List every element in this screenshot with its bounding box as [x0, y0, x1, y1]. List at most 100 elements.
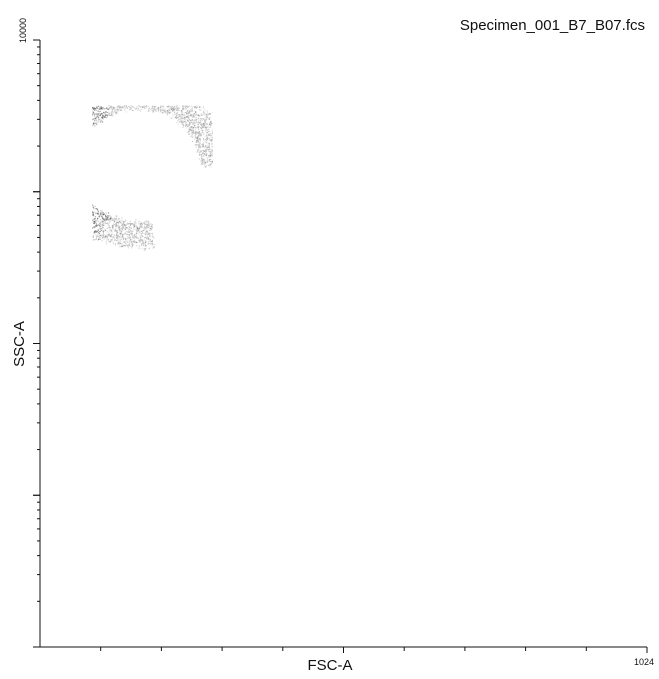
data-point — [117, 110, 119, 112]
data-point — [195, 133, 197, 135]
data-point — [114, 230, 116, 232]
data-point — [104, 112, 106, 114]
data-point — [193, 121, 196, 124]
data-point — [110, 114, 112, 117]
data-point — [210, 153, 212, 156]
data-point — [101, 220, 103, 222]
data-point — [124, 229, 126, 231]
data-point — [133, 234, 135, 236]
data-point — [192, 129, 194, 131]
data-point — [202, 145, 205, 147]
data-point — [134, 239, 136, 241]
data-point — [189, 130, 191, 133]
data-point — [194, 111, 196, 113]
data-point — [104, 219, 106, 221]
data-point — [200, 146, 202, 149]
data-point — [202, 144, 205, 146]
data-point — [94, 218, 96, 220]
data-point — [211, 131, 213, 133]
data-point — [120, 232, 122, 234]
data-point — [95, 122, 97, 124]
data-point — [109, 105, 112, 108]
data-point — [100, 235, 102, 237]
data-point — [147, 238, 149, 240]
data-point — [187, 132, 189, 134]
data-point — [134, 223, 136, 225]
data-point — [99, 211, 102, 214]
data-point — [99, 215, 101, 217]
data-point — [201, 143, 203, 145]
data-point — [142, 229, 144, 231]
data-point — [171, 109, 174, 112]
data-point — [97, 229, 99, 231]
data-point — [96, 123, 98, 126]
data-point — [119, 242, 121, 245]
data-point — [114, 109, 116, 111]
data-point — [178, 114, 180, 116]
data-point — [198, 145, 201, 147]
data-point — [180, 114, 182, 116]
data-point — [203, 123, 205, 125]
data-point — [109, 106, 111, 108]
data-point — [102, 115, 104, 117]
data-point — [144, 243, 146, 245]
data-point — [143, 229, 145, 231]
data-point — [210, 117, 212, 119]
data-point — [122, 235, 124, 237]
data-point — [197, 129, 200, 131]
data-point — [154, 106, 156, 108]
data-point — [110, 113, 113, 116]
data-point — [126, 107, 128, 109]
data-point — [194, 135, 196, 137]
data-point — [130, 227, 133, 229]
data-point — [118, 228, 120, 231]
data-point — [181, 121, 183, 123]
data-point — [121, 226, 123, 229]
data-point — [192, 123, 194, 125]
data-point — [151, 240, 153, 242]
data-point — [166, 114, 168, 116]
data-point — [132, 224, 134, 226]
data-point — [205, 145, 207, 147]
data-point — [132, 237, 134, 239]
data-point — [144, 107, 146, 109]
data-point — [140, 239, 142, 241]
data-point — [197, 114, 200, 116]
data-point — [116, 226, 118, 228]
data-point — [197, 139, 199, 141]
data-point — [198, 106, 200, 108]
data-point — [121, 220, 123, 223]
data-point — [111, 219, 113, 221]
data-point — [122, 236, 124, 238]
data-point — [151, 107, 153, 109]
data-point — [146, 238, 148, 240]
data-point — [140, 239, 142, 241]
data-point — [180, 110, 182, 112]
data-point — [191, 131, 193, 133]
data-point — [116, 222, 118, 224]
data-point — [157, 107, 159, 109]
data-point — [211, 137, 214, 139]
data-point — [127, 231, 130, 233]
data-point — [191, 126, 193, 128]
data-point — [121, 246, 123, 248]
data-point — [119, 232, 121, 234]
data-point — [150, 225, 152, 227]
data-point — [132, 244, 134, 246]
data-point — [97, 239, 100, 241]
data-point — [106, 107, 108, 109]
data-point — [132, 233, 134, 235]
data-point — [201, 118, 203, 120]
data-point — [173, 109, 175, 111]
data-point — [136, 229, 138, 231]
data-point — [124, 227, 126, 229]
data-point — [95, 119, 98, 121]
data-point — [106, 218, 108, 221]
data-point — [182, 109, 184, 111]
data-point — [182, 114, 184, 116]
data-point — [203, 121, 206, 123]
data-point — [93, 206, 95, 208]
data-point — [102, 218, 104, 220]
data-point — [175, 113, 177, 116]
data-point — [191, 111, 193, 113]
